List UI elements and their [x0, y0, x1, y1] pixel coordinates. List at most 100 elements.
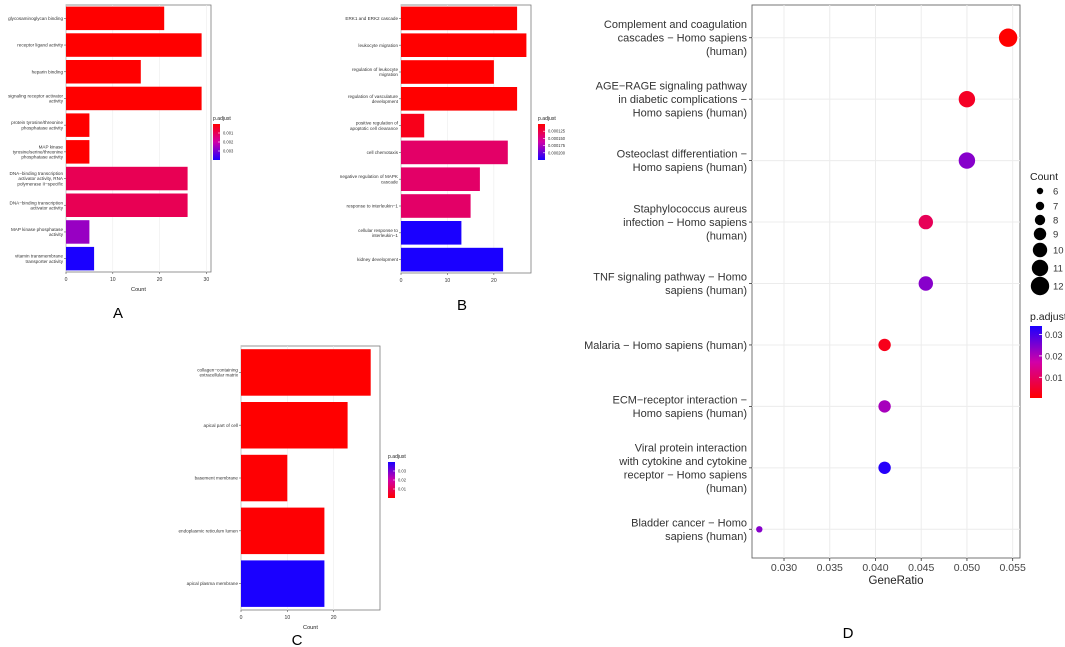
bar [401, 167, 480, 191]
y-tick-label: Staphylococcus aureus infection − Homo sa… [623, 203, 747, 242]
y-tick-label: endoplasmic reticulum lumen [179, 528, 239, 533]
data-point [878, 338, 891, 352]
legend-tick-label: 0.003 [223, 149, 234, 154]
y-tick-label: apical part of cell [204, 423, 238, 428]
bar [401, 33, 527, 57]
panel-letter-d: D [843, 625, 854, 642]
x-tick-label: 0.030 [771, 562, 797, 574]
y-tick-label-line: activity [49, 232, 64, 237]
chart-panel-d: Complement and coagulation cascades − Hom… [584, 4, 1065, 587]
y-tick-label-line: Complement and coagulation [604, 19, 747, 31]
y-tick-label: MAP kinase phosphatase activity [11, 227, 64, 237]
legend-title: p.adjust [213, 116, 231, 122]
legend-tick-label: 0.000200 [548, 150, 566, 155]
y-tick-label-line: Malaria − Homo sapiens (human) [584, 340, 747, 352]
data-point [998, 28, 1018, 47]
y-tick-label-line: ECM−receptor interaction − [612, 395, 747, 407]
chart-panel-b: ERK1 and ERK2 cascade leukocyte migration… [340, 4, 566, 284]
bar [401, 113, 425, 138]
y-tick-label: leukocyte migration [358, 43, 398, 48]
y-tick-label-line: endoplasmic reticulum lumen [179, 528, 239, 533]
x-tick-label: 20 [157, 277, 163, 283]
y-tick-label-line: with cytokine and cytokine [618, 456, 747, 468]
y-tick-label: AGE−RAGE signaling pathway in diabetic co… [596, 81, 748, 120]
data-point [878, 400, 891, 413]
y-tick-label-line: in diabetic complications − [618, 94, 747, 106]
color-legend-label: 0.01 [1045, 373, 1063, 383]
y-tick-label-line: AGE−RAGE signaling pathway [596, 81, 748, 93]
data-point [918, 276, 933, 291]
y-tick-label-line: phosphatase activity [21, 125, 63, 130]
y-tick-label-line: activator activity [30, 206, 63, 211]
bar [401, 247, 504, 272]
y-tick-label-line: interleukin−1 [372, 233, 399, 238]
y-tick-label: response to interleukin−1 [347, 204, 399, 209]
y-tick-label-line: cascade [381, 179, 399, 184]
legend-tick-label: 0.000150 [548, 136, 566, 141]
y-tick-label-line: TNF signaling pathway − Homo [593, 272, 747, 284]
y-tick-label-line: (human) [706, 230, 747, 242]
bar [401, 60, 494, 84]
size-legend-dot [1031, 259, 1049, 277]
y-tick-label: Osteoclast differentiation − Homo sapiens… [617, 149, 747, 175]
data-point [878, 461, 891, 474]
size-legend-label: 7 [1053, 202, 1058, 213]
bar [66, 246, 95, 271]
bar [66, 113, 90, 137]
data-point [958, 152, 976, 169]
bar [66, 86, 202, 111]
y-tick-label-line: MAP kinase phosphatase [11, 227, 63, 232]
y-tick-label-line: receptor − Homo sapiens [624, 469, 748, 481]
y-tick-label-line: Homo sapiens (human) [633, 108, 747, 120]
y-tick-label-line: phosphatase activity [21, 155, 63, 160]
y-tick-label: Bladder cancer − Homo sapiens (human) [631, 517, 747, 543]
y-tick-label: apical plasma membrane [187, 581, 239, 586]
bar [401, 6, 518, 31]
y-tick-label-line: positive regulation of [356, 121, 399, 126]
y-tick-label-line: glycosaminoglycan binding [8, 16, 63, 21]
x-axis-label: Count [131, 287, 146, 293]
chart-panel-c: collagen−containing extracellular matrix a… [179, 345, 407, 631]
y-tick-label-line: activator activity, RNA [18, 176, 64, 181]
y-tick-label-line: apoptotic cell clearance [350, 126, 398, 131]
y-tick-label: MAP kinase tyrosine/serine/threonine phosp… [13, 144, 64, 159]
y-tick-label-line: heparin binding [32, 69, 64, 74]
panel-letter-c: C [292, 632, 303, 647]
x-tick-label: 0 [65, 277, 68, 283]
x-tick-label: 0 [240, 615, 243, 621]
x-tick-label: 0.050 [954, 562, 980, 574]
y-tick-label: Viral protein interaction with cytokine a… [618, 442, 747, 495]
y-tick-label-line: transporter activity [25, 259, 63, 264]
y-tick-label-line: migration [379, 72, 398, 77]
size-legend-label: 10 [1053, 246, 1064, 257]
y-tick-label: ERK1 and ERK2 cascade [345, 16, 398, 21]
legend-tick-label: 0.02 [398, 478, 407, 483]
color-legend-label: 0.03 [1045, 330, 1063, 340]
bar [401, 194, 471, 218]
size-legend-label: 6 [1053, 187, 1058, 198]
y-tick-label: TNF signaling pathway − Homo sapiens (hum… [593, 272, 747, 298]
color-legend-label: 0.02 [1045, 351, 1063, 361]
y-tick-label-line: response to interleukin−1 [347, 204, 399, 209]
bar [241, 560, 325, 607]
legend-tick-label: 0.000175 [548, 143, 566, 148]
y-tick-label-line: signaling receptor activator [8, 94, 63, 99]
bar [401, 87, 518, 111]
y-tick-label-line: activity [49, 99, 64, 104]
x-tick-label: 10 [284, 615, 290, 621]
size-legend-label: 11 [1053, 264, 1063, 275]
y-tick-label: Complement and coagulation cascades − Hom… [604, 19, 748, 58]
bar [66, 220, 90, 244]
panel-letter-a: A [113, 305, 123, 322]
y-tick-label-line: kidney development [357, 257, 399, 262]
color-legend-colorbar [1030, 326, 1042, 398]
y-tick-label-line: cascades − Homo sapiens [618, 33, 748, 45]
y-tick-label: protein tyrosine/threonine phosphatase ac… [11, 120, 64, 130]
size-legend-dot [1032, 242, 1048, 258]
y-tick-label-line: Viral protein interaction [635, 442, 747, 454]
y-tick-label-line: extracellular matrix [199, 373, 238, 378]
y-tick-label: regulation of vasculature development [348, 94, 399, 104]
bar [401, 221, 462, 245]
size-legend-label: 9 [1053, 230, 1058, 241]
y-tick-label-line: MAP kinase [39, 144, 64, 149]
